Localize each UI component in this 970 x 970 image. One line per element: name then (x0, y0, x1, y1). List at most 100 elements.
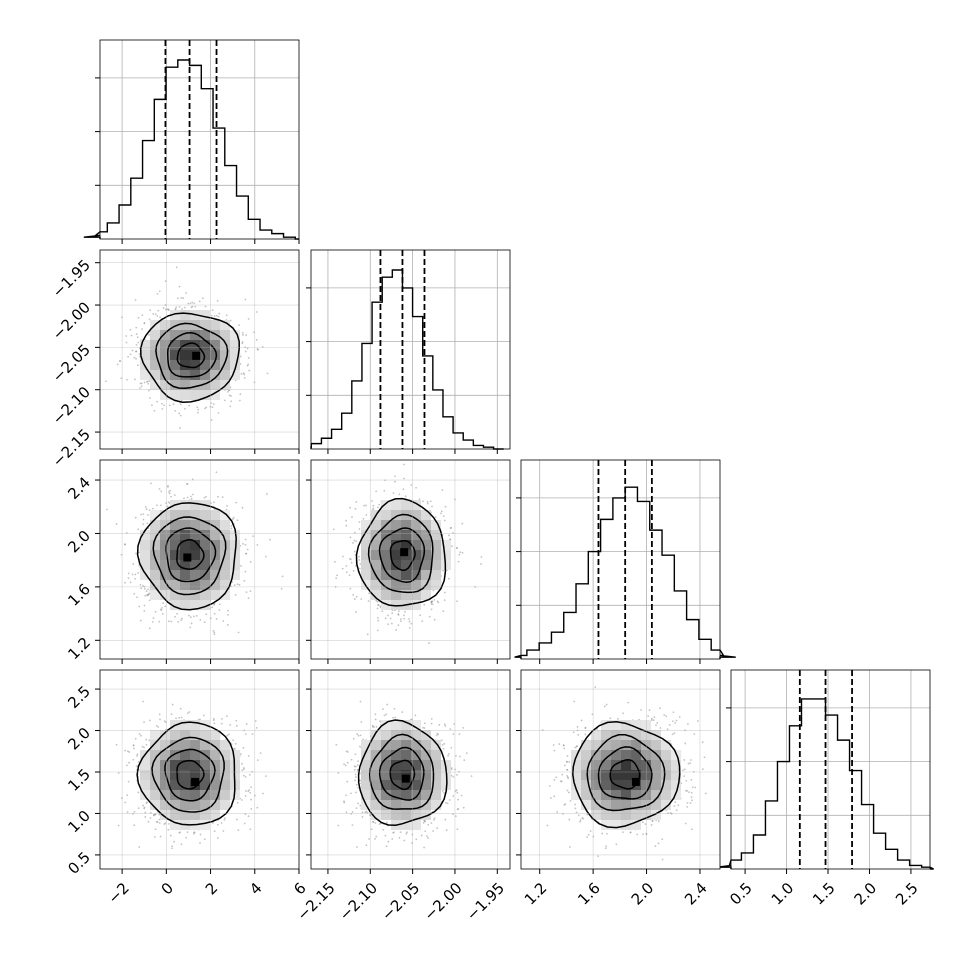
density-cell (160, 550, 170, 560)
density-cell (361, 530, 371, 540)
scatter-point (179, 414, 182, 417)
scatter-point (410, 622, 413, 625)
scatter-point (167, 308, 170, 311)
density-cell (230, 540, 240, 550)
density-cell (601, 790, 611, 800)
scatter-point (688, 791, 690, 794)
scatter-point (145, 508, 148, 511)
density-cell (150, 350, 160, 360)
scatter-point (459, 551, 462, 554)
scatter-point (138, 564, 140, 567)
scatter-point (672, 720, 674, 723)
density-cell (381, 720, 391, 730)
scatter-point (223, 399, 226, 402)
scatter-point (657, 820, 660, 823)
scatter-point (671, 733, 674, 736)
scatter-point (605, 832, 608, 835)
density-cell (371, 740, 381, 750)
scatter-point (245, 552, 248, 555)
scatter-point (651, 717, 653, 720)
density-peak (192, 351, 201, 360)
scatter-point (455, 789, 458, 792)
scatter-point (142, 700, 145, 703)
density-cell (601, 780, 611, 790)
scatter-point (137, 807, 140, 810)
density-cell (220, 510, 230, 520)
density-cell (160, 540, 170, 550)
density-cell (421, 550, 431, 560)
scatter-point (353, 598, 356, 600)
scatter-point (342, 555, 344, 558)
scatter-point (143, 322, 146, 325)
scatter-point (213, 602, 216, 605)
scatter-point (144, 811, 147, 814)
scatter-point (243, 822, 246, 825)
scatter-point (212, 717, 215, 720)
density-cell (150, 370, 160, 380)
density-cell (661, 760, 671, 770)
scatter-point (236, 818, 238, 821)
density-cell (401, 590, 411, 600)
density-cell (361, 550, 371, 560)
scatter-point (269, 538, 271, 541)
density-cell (200, 380, 210, 390)
scatter-point (661, 858, 664, 861)
scatter-point (154, 828, 157, 831)
scatter-point (361, 816, 364, 818)
scatter-point (170, 495, 172, 498)
scatter-point (368, 838, 370, 840)
scatter-point (430, 601, 433, 603)
density-cell (391, 740, 401, 750)
scatter-point (640, 708, 642, 711)
scatter-point (437, 601, 440, 604)
contour-level-2 (165, 527, 217, 583)
scatter-point (182, 297, 185, 299)
density-cell (150, 760, 160, 770)
scatter-point (153, 814, 155, 816)
density-cell (220, 370, 230, 380)
density-cell (190, 530, 200, 540)
scatter-point (428, 642, 430, 644)
scatter-point (134, 737, 137, 740)
scatter-point (148, 739, 151, 742)
density-peak (400, 548, 409, 557)
density-cell (371, 560, 381, 570)
scatter-point (432, 830, 434, 832)
scatter-point (384, 617, 387, 620)
density-cell (411, 720, 421, 730)
scatter-point (213, 722, 216, 725)
scatter-point (351, 516, 353, 519)
scatter-point (138, 353, 141, 356)
density-cell (200, 740, 210, 750)
scatter-point (131, 349, 134, 352)
scatter-point (140, 382, 143, 385)
scatter-point (238, 324, 241, 327)
scatter-point (242, 334, 244, 336)
scatter-point (694, 786, 697, 789)
density-cell (401, 790, 411, 800)
scatter-point (348, 574, 351, 577)
contour-level-4 (136, 502, 237, 611)
joint-panel-3-4 (520, 669, 721, 870)
scatter-point (148, 318, 151, 321)
scatter-point (443, 599, 446, 602)
scatter-point (566, 789, 569, 792)
scatter-point (440, 739, 443, 742)
scatter-point (181, 617, 183, 620)
scatter-point (622, 712, 625, 715)
panel-frame (99, 669, 300, 870)
scatter-point (561, 773, 564, 776)
scatter-point (349, 536, 352, 539)
density-cell (140, 530, 150, 540)
scatter-point (375, 725, 378, 728)
density-cell (190, 540, 200, 550)
scatter-point (136, 596, 138, 599)
scatter-point (159, 504, 162, 507)
scatter-point (138, 605, 141, 608)
scatter-point (399, 618, 402, 621)
density-cell (421, 730, 431, 740)
density-cell (411, 740, 421, 750)
scatter-point (563, 764, 566, 767)
scatter-point (449, 728, 452, 731)
